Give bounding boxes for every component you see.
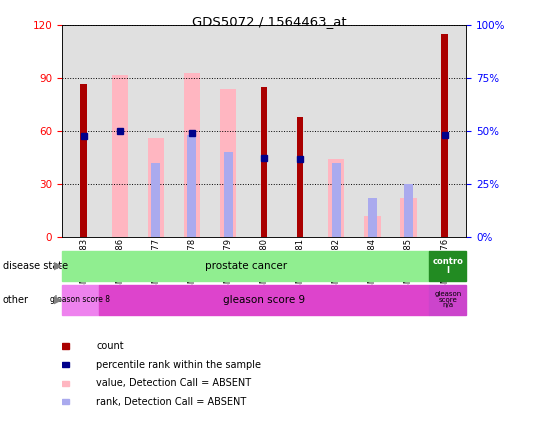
Bar xyxy=(62,381,70,386)
Text: gleason
score
n/a: gleason score n/a xyxy=(434,291,461,308)
Text: ▶: ▶ xyxy=(54,261,63,271)
Bar xyxy=(328,159,344,237)
Bar xyxy=(224,152,232,237)
Bar xyxy=(404,184,413,237)
Text: percentile rank within the sample: percentile rank within the sample xyxy=(96,360,261,370)
Bar xyxy=(430,285,466,315)
Bar xyxy=(441,34,448,237)
Bar xyxy=(112,75,128,237)
Bar xyxy=(184,73,200,237)
Bar xyxy=(62,399,70,404)
Bar xyxy=(188,135,196,237)
Text: other: other xyxy=(3,295,29,305)
Bar xyxy=(148,138,164,237)
Bar xyxy=(62,285,99,315)
Bar xyxy=(151,163,160,237)
Text: count: count xyxy=(96,341,124,351)
Bar xyxy=(297,117,303,237)
Bar xyxy=(99,285,430,315)
Bar xyxy=(62,362,70,367)
Bar xyxy=(220,89,236,237)
Bar xyxy=(332,163,341,237)
Text: ▶: ▶ xyxy=(54,295,63,305)
Bar xyxy=(261,87,267,237)
Bar xyxy=(400,198,417,237)
Text: GDS5072 / 1564463_at: GDS5072 / 1564463_at xyxy=(192,15,347,28)
Bar xyxy=(80,84,87,237)
Text: value, Detection Call = ABSENT: value, Detection Call = ABSENT xyxy=(96,378,252,388)
Bar xyxy=(430,251,466,281)
Text: contro
l: contro l xyxy=(432,258,464,275)
Text: rank, Detection Call = ABSENT: rank, Detection Call = ABSENT xyxy=(96,397,247,407)
Text: disease state: disease state xyxy=(3,261,68,271)
Text: gleason score 9: gleason score 9 xyxy=(223,295,305,305)
Bar xyxy=(368,198,377,237)
Bar xyxy=(62,343,70,349)
Text: gleason score 8: gleason score 8 xyxy=(50,295,110,305)
Text: prostate cancer: prostate cancer xyxy=(205,261,287,271)
Bar xyxy=(364,216,381,237)
